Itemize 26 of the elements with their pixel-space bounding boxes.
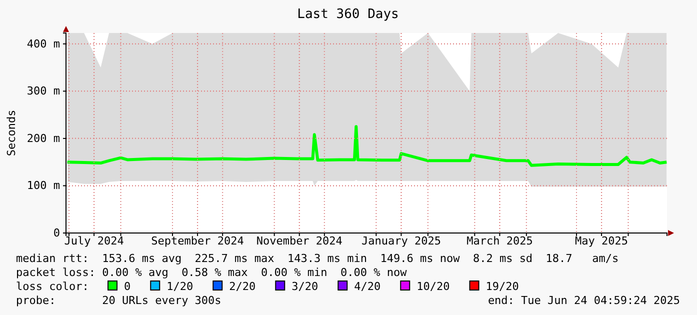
line-series — [66, 125, 668, 167]
legend-label: 19/20 — [486, 280, 519, 293]
x-tick-label: November 2024 — [256, 234, 343, 248]
x-tick-label: May 2025 — [575, 234, 628, 248]
legend-label: 1/20 — [166, 280, 194, 293]
y-tick-label: 200 m — [26, 132, 60, 145]
text: packet loss: 0.00 % avg 0.58 % max 0.00 % min 0.00 % now — [16, 266, 408, 279]
chart-title: Last 360 Days — [297, 7, 399, 22]
y-axis-title: Seconds — [5, 110, 18, 156]
x-tick-label: January 2025 — [361, 234, 441, 248]
x-tick-label: March 2025 — [466, 234, 533, 248]
x-tick-label: July 2024 — [64, 234, 124, 248]
y-tick-label: 300 m — [26, 84, 60, 98]
text: probe: 20 URLs every 300s — [16, 294, 222, 307]
y-tick-label: 0 — [53, 226, 60, 240]
legend-title: loss color: — [16, 280, 89, 293]
y-tick-label: 100 m — [26, 179, 60, 192]
x-tick-label: September 2024 — [151, 234, 244, 248]
text: median rtt: 153.6 ms avg 225.7 ms max 143.3 ms min 149.6 ms now 8.2 ms sd 18.7 am/s — [16, 252, 619, 265]
legend-label: 2/20 — [229, 280, 256, 293]
legend-label: 3/20 — [292, 280, 318, 293]
legend-label: 0 — [124, 280, 131, 293]
y-tick-label: 400 m — [26, 37, 60, 50]
legend-label: 10/20 — [416, 280, 450, 293]
text: end: Tue Jun 24 04:59:24 2025 — [488, 294, 680, 307]
legend-label: 4/20 — [354, 280, 381, 293]
